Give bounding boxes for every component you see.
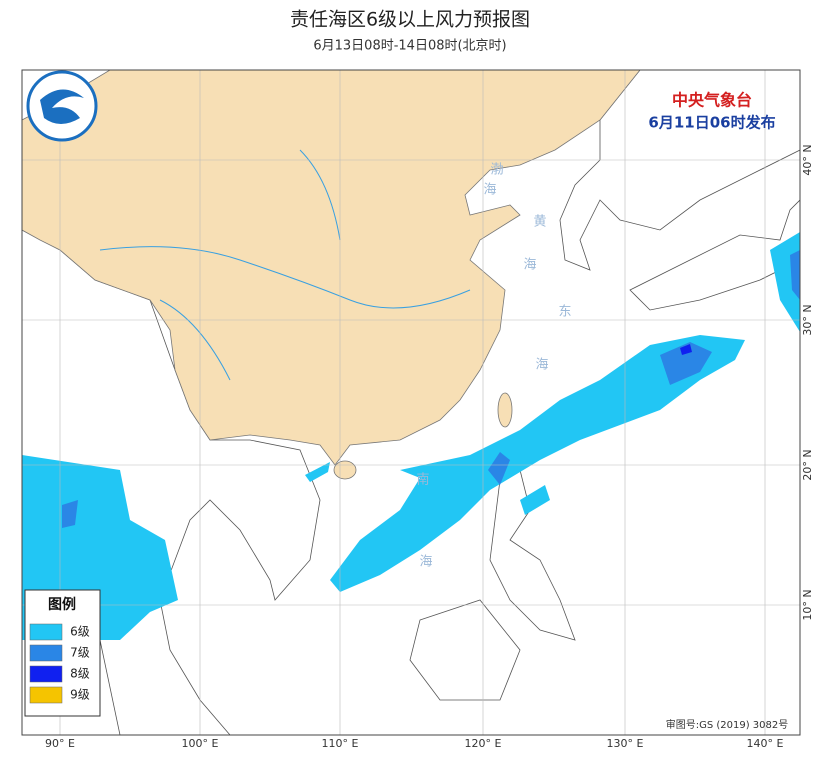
legend-swatch (29, 686, 63, 704)
borneo (409, 599, 521, 701)
sea-label: 南 (416, 472, 429, 488)
latitude-label: 10° N (801, 589, 814, 620)
wind-zone (305, 462, 550, 515)
wind-zone (330, 335, 745, 592)
legend-swatch (29, 644, 63, 662)
longitude-label: 100° E (182, 737, 219, 750)
title: 责任海区6级以上风力预报图 (290, 9, 530, 31)
legend-swatch (29, 623, 63, 641)
longitude-label: 130° E (607, 737, 644, 750)
sea-label: 东 (558, 305, 571, 320)
legend-label: 9级 (70, 688, 90, 702)
legend-swatch (29, 665, 63, 683)
approval-number: 审图号:GS (2019) 3082号 (666, 718, 789, 731)
sea-label: 海 (483, 183, 496, 198)
legend-label: 8级 (70, 667, 90, 681)
latitude-label: 20° N (801, 449, 814, 480)
wind-zone (790, 250, 800, 300)
wind-zone (62, 500, 78, 528)
legend-label: 7级 (70, 646, 90, 660)
subtitle: 6月13日08时-14日08时(北京时) (313, 39, 506, 54)
latitude-label: 40° N (801, 144, 814, 175)
japan-islands (629, 199, 800, 311)
korea-japan (559, 70, 800, 271)
logo (26, 70, 98, 142)
longitude-label: 120° E (465, 737, 502, 750)
taiwan (497, 392, 513, 428)
sea-label: 海 (419, 555, 432, 570)
map-frame (21, 69, 801, 736)
graticule (22, 70, 800, 735)
sea-label: 渤 (490, 162, 503, 178)
map (22, 70, 800, 735)
issuer-name: 中央气象台 (672, 91, 752, 110)
wind-zone (660, 342, 712, 385)
latitude-label: 30° N (801, 304, 814, 335)
rivers (99, 149, 471, 381)
china (22, 70, 641, 466)
issue-time: 6月11日06时发布 (648, 114, 775, 132)
legend-title: 图例 (48, 596, 76, 613)
sea-label: 海 (523, 258, 536, 273)
wind-zone (680, 344, 692, 355)
sea-label: 黄 (533, 215, 546, 230)
legend: 图例 6级 7级 8级 9级 (24, 589, 101, 717)
legend-label: 6级 (70, 625, 90, 639)
hainan (333, 460, 357, 480)
longitude-label: 140° E (747, 737, 784, 750)
wind-zone (488, 452, 510, 485)
longitude-label: 90° E (45, 737, 75, 750)
longitude-label: 110° E (322, 737, 359, 750)
sea-label: 海 (535, 358, 548, 373)
